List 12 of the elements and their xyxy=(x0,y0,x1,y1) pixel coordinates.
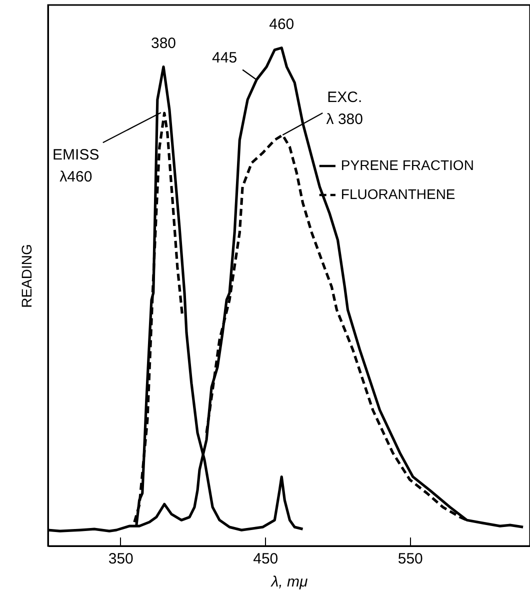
annotation: EMISS λ460 xyxy=(52,146,100,186)
x-axis-title: λ, mμ xyxy=(270,574,308,590)
legend-label: FLUORANTHENE xyxy=(340,186,456,202)
x-tick-label: 450 xyxy=(253,550,278,568)
annotation: 380 xyxy=(150,34,176,52)
y-axis-title: READING xyxy=(18,244,34,308)
annotation: 445 xyxy=(212,50,238,67)
x-tick-label: 550 xyxy=(398,550,423,568)
annotation: 460 xyxy=(269,16,294,33)
annotation: EXC. λ 380 xyxy=(326,89,363,128)
x-tick-label: 350 xyxy=(108,550,134,568)
legend-label: PYRENE FRACTION xyxy=(340,156,474,173)
